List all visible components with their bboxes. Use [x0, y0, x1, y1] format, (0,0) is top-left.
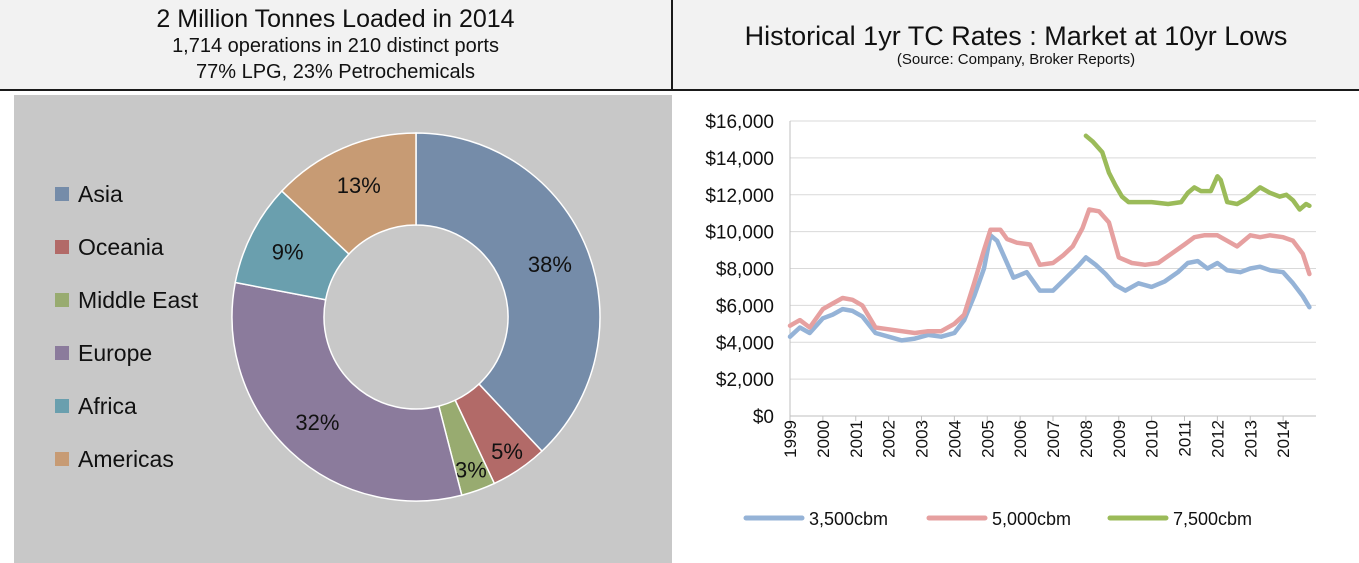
- left-subtitle-composition: 77% LPG, 23% Petrochemicals: [195, 61, 476, 83]
- legend-label-middle-east: Middle East: [78, 287, 199, 313]
- y-tick-label: $10,000: [705, 223, 774, 244]
- left-title: 2 Million Tonnes Loaded in 2014: [156, 5, 515, 33]
- donut-label-asia: 38%: [528, 252, 572, 277]
- x-tick-label: 2003: [913, 420, 932, 458]
- y-tick-label: $0: [753, 407, 774, 428]
- legend-swatch-europe: [55, 346, 69, 360]
- x-tick-label: 2007: [1044, 420, 1063, 458]
- header-vertical-divider: [671, 0, 673, 91]
- x-tick-label: 2002: [880, 420, 899, 458]
- x-tick-label: 2001: [847, 420, 866, 458]
- y-tick-label: $2,000: [716, 370, 774, 391]
- legend-label-5000cbm: 5,000cbm: [992, 509, 1071, 529]
- right-header: Historical 1yr TC Rates : Market at 10yr…: [673, 0, 1359, 91]
- x-tick-label: 2012: [1208, 420, 1227, 458]
- donut-chart: 38% 5%3% 32% 9% 13% Asia Oceania Middle East Eur…: [55, 132, 601, 502]
- x-tick-label: 2010: [1143, 420, 1162, 458]
- legend-swatch-middle-east: [55, 293, 69, 307]
- header-horizontal-divider: [0, 89, 1359, 91]
- x-tick-label: 1999: [781, 420, 800, 458]
- donut-slice-europe: [231, 281, 463, 502]
- donut-label-middle-east: 3%: [455, 457, 487, 482]
- legend-label-asia: Asia: [78, 181, 123, 207]
- series-line-7500cbm: [1083, 133, 1312, 212]
- x-tick-label: 2004: [945, 420, 964, 458]
- left-subtitle-operations: 1,714 operations in 210 distinct ports: [172, 35, 499, 57]
- right-title: Historical 1yr TC Rates : Market at 10yr…: [744, 21, 1288, 51]
- line-chart: $0 $2,000 $4,000 $6,000 $8,000 $10,000 $12,000…: [705, 112, 1316, 529]
- left-header: 2 Million Tonnes Loaded in 2014 1,714 op…: [0, 0, 671, 91]
- donut-label-europe: 32%: [295, 410, 339, 435]
- y-tick-label: $12,000: [705, 186, 774, 207]
- right-source: (Source: Company, Broker Reports): [896, 51, 1136, 68]
- donut-slice-americas: [280, 132, 417, 256]
- legend-label-7500cbm: 7,500cbm: [1173, 509, 1252, 529]
- x-tick-label: 2005: [978, 420, 997, 458]
- legend-label-3500cbm: 3,500cbm: [809, 509, 888, 529]
- y-tick-label: $4,000: [716, 333, 774, 354]
- y-tick-label: $6,000: [716, 296, 774, 317]
- legend-swatch-asia: [55, 187, 69, 201]
- y-tick-label: $8,000: [716, 260, 774, 281]
- legend-swatch-oceania: [55, 240, 69, 254]
- x-tick-label: 2013: [1241, 420, 1260, 458]
- y-tick-label: $16,000: [705, 112, 774, 133]
- legend-label-africa: Africa: [78, 393, 137, 419]
- series-line-3500cbm: [787, 233, 1312, 343]
- legend-label-americas: Americas: [78, 446, 174, 472]
- x-tick-label: 2009: [1110, 420, 1129, 458]
- x-tick-label: 2011: [1176, 420, 1195, 457]
- series-line-5000cbm: [787, 207, 1312, 336]
- donut-chart-panel: 38% 5% 3% 32% 9% 13% Asia Oceania Middle East Eur…: [14, 95, 672, 563]
- y-tick-label: $14,000: [705, 149, 774, 170]
- x-tick-label: 2014: [1274, 420, 1293, 458]
- legend-swatch-africa: [55, 399, 69, 413]
- legend-label-europe: Europe: [78, 340, 152, 366]
- x-tick-label: 2006: [1011, 420, 1030, 458]
- legend-label-oceania: Oceania: [78, 234, 164, 260]
- x-tick-label: 2008: [1077, 420, 1096, 458]
- donut-label-oceania: 5%: [491, 439, 523, 464]
- x-tick-label: 2000: [814, 420, 833, 458]
- donut-slice-asia: [415, 132, 601, 453]
- legend-swatch-americas: [55, 452, 69, 466]
- donut-label-africa: 9%: [272, 240, 304, 265]
- donut-label-americas: 13%: [337, 173, 381, 198]
